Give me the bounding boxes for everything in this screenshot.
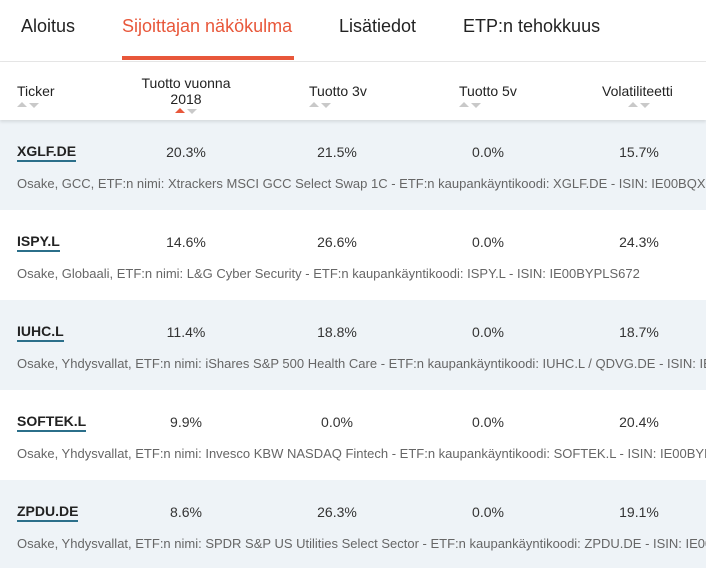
- return-5y-value: 0.0%: [472, 504, 504, 520]
- column-label: Ticker: [17, 83, 55, 99]
- column-label: Tuotto 3v: [309, 83, 367, 99]
- volatility-value: 20.4%: [619, 414, 659, 430]
- etf-table-body: XGLF.DE 20.3% 21.5% 0.0% 15.7% Osake, GC…: [0, 120, 706, 568]
- volatility-value: 19.1%: [619, 504, 659, 520]
- active-tab-indicator: [122, 56, 294, 60]
- column-volatility[interactable]: Volatiliteetti: [602, 83, 673, 108]
- return-5y-value: 0.0%: [472, 324, 504, 340]
- ticker-link[interactable]: ISPY.L: [17, 233, 60, 252]
- ticker-link[interactable]: XGLF.DE: [17, 143, 77, 162]
- tab-bar: Aloitus Sijoittajan näkökulma Lisätiedot…: [0, 0, 706, 62]
- column-ticker[interactable]: Ticker: [17, 83, 55, 108]
- column-label: Tuotto 5v: [459, 83, 517, 99]
- return-2018-value: 9.9%: [170, 414, 202, 430]
- return-2018-value: 11.4%: [166, 324, 206, 340]
- ticker-link[interactable]: SOFTEK.L: [17, 413, 87, 432]
- tab-aloitus[interactable]: Aloitus: [21, 16, 76, 36]
- return-3y-value: 21.5%: [317, 144, 357, 160]
- etf-description: Osake, Globaali, ETF:n nimi: L&G Cyber S…: [17, 266, 640, 281]
- etf-description: Osake, Yhdysvallat, ETF:n nimi: iShares …: [17, 356, 706, 371]
- ticker-link[interactable]: IUHC.L: [17, 323, 64, 342]
- return-2018-value: 8.6%: [170, 504, 202, 520]
- table-header: Ticker Tuotto vuonna 2018 Tuotto 3v Tuot…: [0, 62, 706, 120]
- ticker-link[interactable]: ZPDU.DE: [17, 503, 79, 522]
- sort-arrows-icon[interactable]: [17, 102, 55, 108]
- column-return-2018[interactable]: Tuotto vuonna 2018: [141, 75, 231, 114]
- column-label: Volatiliteetti: [602, 83, 673, 99]
- return-3y-value: 0.0%: [321, 414, 353, 430]
- volatility-value: 24.3%: [619, 234, 659, 250]
- column-label-line1: Tuotto vuonna: [141, 75, 231, 91]
- etf-description: Osake, Yhdysvallat, ETF:n nimi: SPDR S&P…: [17, 536, 706, 551]
- etf-description: Osake, GCC, ETF:n nimi: Xtrackers MSCI G…: [17, 176, 706, 191]
- return-2018-value: 20.3%: [166, 144, 206, 160]
- tab-lisatiedot[interactable]: Lisätiedot: [339, 16, 417, 36]
- sort-arrows-icon[interactable]: [141, 108, 231, 114]
- tab-sijoittajan-nakokulma[interactable]: Sijoittajan näkökulma: [122, 16, 293, 36]
- table-row: IUHC.L 11.4% 18.8% 0.0% 18.7% Osake, Yhd…: [0, 300, 706, 390]
- return-5y-value: 0.0%: [472, 234, 504, 250]
- column-return-3y[interactable]: Tuotto 3v: [309, 83, 367, 108]
- return-3y-value: 26.3%: [317, 504, 357, 520]
- table-row: SOFTEK.L 9.9% 0.0% 0.0% 20.4% Osake, Yhd…: [0, 390, 706, 480]
- tab-etp-tehokkuus[interactable]: ETP:n tehokkuus: [463, 16, 601, 36]
- etf-description: Osake, Yhdysvallat, ETF:n nimi: Invesco …: [17, 446, 706, 461]
- sort-arrows-icon[interactable]: [602, 102, 673, 108]
- volatility-value: 18.7%: [619, 324, 659, 340]
- return-3y-value: 26.6%: [317, 234, 357, 250]
- sort-arrows-icon[interactable]: [309, 102, 367, 108]
- volatility-value: 15.7%: [619, 144, 659, 160]
- return-2018-value: 14.6%: [166, 234, 206, 250]
- return-3y-value: 18.8%: [317, 324, 357, 340]
- sort-arrows-icon[interactable]: [459, 102, 517, 108]
- table-row: ISPY.L 14.6% 26.6% 0.0% 24.3% Osake, Glo…: [0, 210, 706, 300]
- table-row: ZPDU.DE 8.6% 26.3% 0.0% 19.1% Osake, Yhd…: [0, 480, 706, 568]
- return-5y-value: 0.0%: [472, 414, 504, 430]
- column-label-line2: 2018: [170, 91, 202, 107]
- column-return-5y[interactable]: Tuotto 5v: [459, 83, 517, 108]
- return-5y-value: 0.0%: [472, 144, 504, 160]
- table-row: XGLF.DE 20.3% 21.5% 0.0% 15.7% Osake, GC…: [0, 120, 706, 210]
